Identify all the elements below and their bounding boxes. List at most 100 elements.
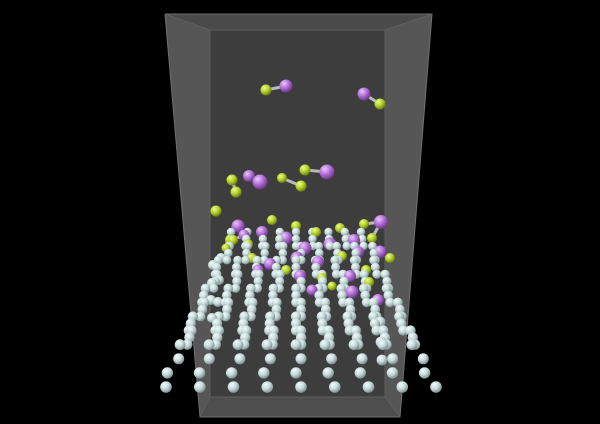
- surface-atom: [358, 234, 367, 244]
- surface-atom: [194, 381, 206, 393]
- surface-atom: [380, 269, 390, 279]
- surface-atom: [291, 290, 301, 301]
- surface-atom: [382, 276, 392, 286]
- box-bottom-face: [200, 397, 400, 417]
- box-top-face: [165, 14, 432, 30]
- surface-atom: [351, 248, 361, 258]
- surface-atom: [330, 255, 340, 265]
- surface-atom: [324, 227, 333, 237]
- surface-atom: [369, 255, 379, 265]
- surface-atom: [290, 367, 302, 379]
- surface-atom: [260, 248, 270, 258]
- surface-atom: [261, 241, 270, 251]
- surface-atom: [275, 269, 285, 279]
- surface-atom: [359, 269, 369, 279]
- surface-atom: [291, 234, 301, 244]
- surface-atom: [348, 339, 360, 351]
- surface-atom: [268, 290, 278, 301]
- surface-atom: [193, 367, 206, 379]
- surface-atom: [231, 283, 241, 293]
- surface-atom: [253, 276, 263, 286]
- green-atom: [267, 215, 277, 225]
- surface-atom: [314, 290, 324, 301]
- purple-atom: [374, 215, 388, 229]
- surface-atom: [224, 248, 233, 258]
- surface-atom: [195, 311, 206, 322]
- surface-atom: [369, 248, 379, 258]
- green-atom: [385, 253, 395, 263]
- surface-atom: [325, 241, 334, 251]
- surface-atom: [362, 381, 375, 393]
- green-atom: [277, 173, 287, 183]
- surface-atom: [341, 234, 350, 244]
- surface-atom: [173, 353, 185, 365]
- purple-atom: [357, 87, 371, 101]
- purple-atom: [243, 170, 255, 182]
- green-atom: [210, 205, 222, 217]
- green-atom: [295, 180, 307, 192]
- surface-atom: [319, 339, 331, 351]
- surface-atom: [203, 339, 215, 351]
- surface-atom: [291, 262, 301, 272]
- surface-atom: [203, 353, 215, 365]
- surface-atom: [296, 304, 306, 315]
- surface-atom: [368, 241, 377, 251]
- surface-atom: [326, 353, 338, 365]
- surface-atom: [212, 262, 222, 272]
- surface-atom: [356, 227, 366, 237]
- surface-atom: [354, 367, 366, 379]
- surface-atom: [278, 248, 288, 258]
- surface-atom: [337, 290, 347, 301]
- surface-atom: [271, 262, 281, 272]
- surface-atom: [418, 367, 431, 379]
- green-atom: [299, 164, 311, 176]
- surface-atom: [406, 339, 418, 351]
- surface-atom: [349, 255, 359, 265]
- surface-atom: [370, 262, 380, 272]
- purple-atom: [306, 284, 318, 296]
- surface-atom: [351, 262, 360, 272]
- green-atom: [260, 84, 272, 96]
- surface-atom: [258, 234, 268, 244]
- surface-atom: [291, 227, 301, 237]
- surface-atom: [275, 276, 285, 286]
- surface-atom: [220, 311, 231, 322]
- surface-atom: [398, 325, 409, 336]
- surface-atom: [295, 353, 307, 365]
- surface-atom: [233, 269, 243, 279]
- atom-layer: [160, 79, 442, 393]
- surface-atom: [295, 381, 307, 393]
- green-atom: [291, 221, 301, 231]
- surface-atom: [275, 234, 284, 244]
- surface-atom: [209, 283, 219, 293]
- purple-atom: [256, 226, 268, 238]
- surface-atom: [226, 227, 236, 237]
- surface-atom: [213, 297, 223, 307]
- surface-atom: [336, 283, 347, 294]
- green-atom: [367, 233, 377, 243]
- surface-atom: [261, 339, 273, 351]
- surface-atom: [322, 367, 334, 379]
- surface-atom: [331, 269, 341, 279]
- green-atom: [226, 174, 238, 186]
- surface-atom: [314, 241, 324, 251]
- surface-atom: [264, 353, 276, 365]
- surface-atom: [386, 367, 399, 379]
- surface-atom: [252, 283, 263, 293]
- surface-atom: [234, 353, 246, 365]
- surface-atom: [356, 353, 368, 365]
- purple-atom: [252, 174, 268, 190]
- surface-atom: [258, 367, 270, 379]
- surface-atom: [311, 262, 321, 272]
- surface-atom: [331, 262, 341, 272]
- surface-atom: [387, 353, 399, 365]
- surface-atom: [296, 297, 306, 308]
- surface-atom: [261, 381, 274, 393]
- surface-atom: [329, 381, 341, 393]
- surface-atom: [278, 241, 288, 251]
- surface-atom: [268, 283, 279, 294]
- surface-atom: [290, 311, 302, 322]
- purple-atom: [319, 164, 335, 180]
- surface-atom: [417, 353, 429, 365]
